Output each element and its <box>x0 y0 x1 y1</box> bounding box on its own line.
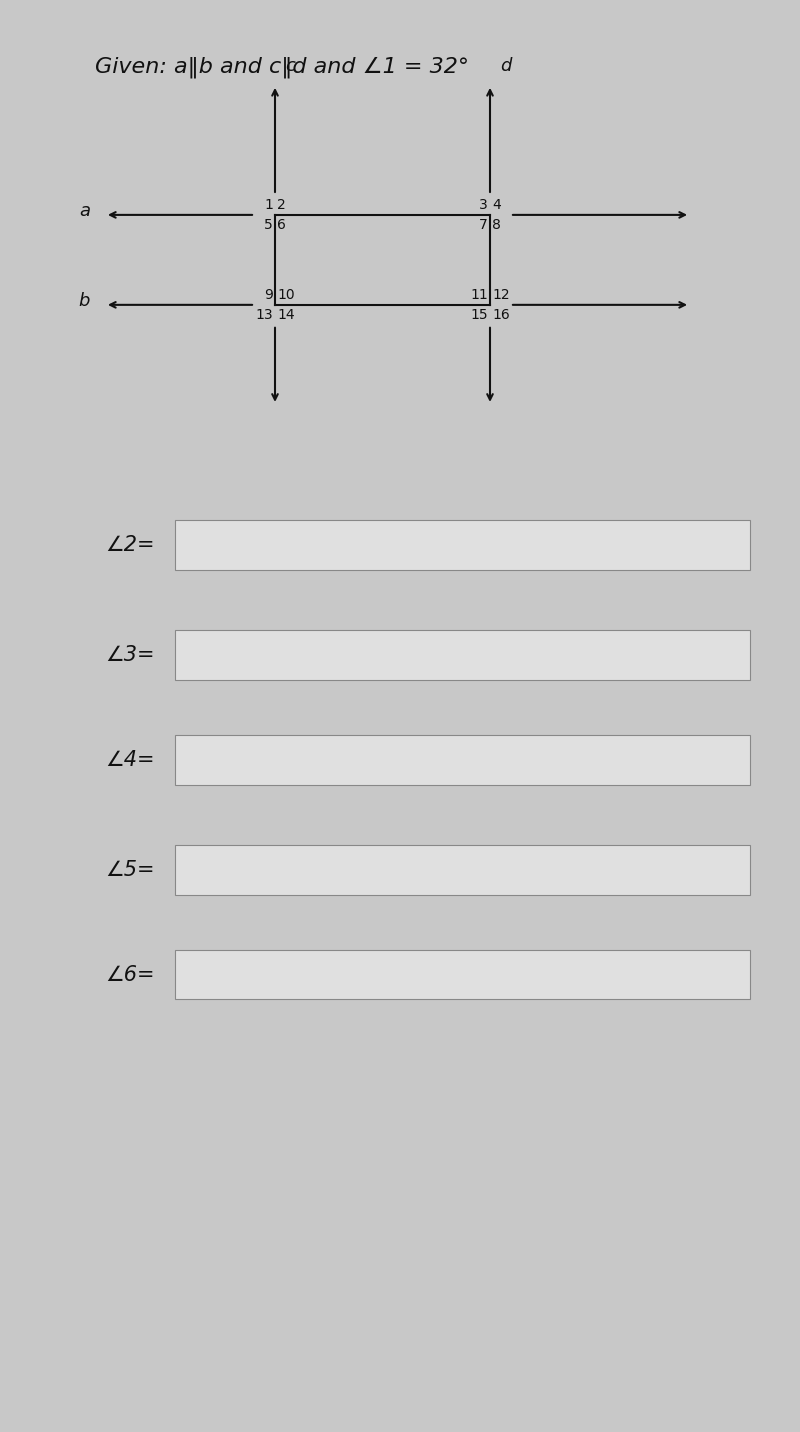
Text: d: d <box>500 57 511 74</box>
Text: 12: 12 <box>492 288 510 302</box>
Bar <box>175 520 750 570</box>
Text: 10: 10 <box>277 288 294 302</box>
Text: ∠2=: ∠2= <box>106 534 155 554</box>
Text: 15: 15 <box>470 308 488 322</box>
Text: ∠3=: ∠3= <box>106 644 155 664</box>
Text: 16: 16 <box>492 308 510 322</box>
Text: 5: 5 <box>264 218 273 232</box>
Text: 13: 13 <box>255 308 273 322</box>
Text: Given: a‖b and c‖d and ∠1 = 32°: Given: a‖b and c‖d and ∠1 = 32° <box>95 57 469 79</box>
Text: 8: 8 <box>492 218 501 232</box>
Text: 2: 2 <box>277 198 286 212</box>
Text: 11: 11 <box>470 288 488 302</box>
Text: 3: 3 <box>479 198 488 212</box>
Text: ∠5=: ∠5= <box>106 859 155 879</box>
Text: 9: 9 <box>264 288 273 302</box>
Text: 4: 4 <box>492 198 501 212</box>
Bar <box>175 845 750 895</box>
Text: c: c <box>285 57 295 74</box>
Bar <box>175 949 750 1000</box>
Text: 1: 1 <box>264 198 273 212</box>
Bar <box>175 735 750 785</box>
Text: b: b <box>78 292 90 309</box>
Bar <box>175 630 750 680</box>
Text: a: a <box>79 202 90 221</box>
Text: 6: 6 <box>277 218 286 232</box>
Text: 14: 14 <box>277 308 294 322</box>
Text: ∠4=: ∠4= <box>106 749 155 769</box>
Text: ∠6=: ∠6= <box>106 965 155 985</box>
Text: 7: 7 <box>479 218 488 232</box>
